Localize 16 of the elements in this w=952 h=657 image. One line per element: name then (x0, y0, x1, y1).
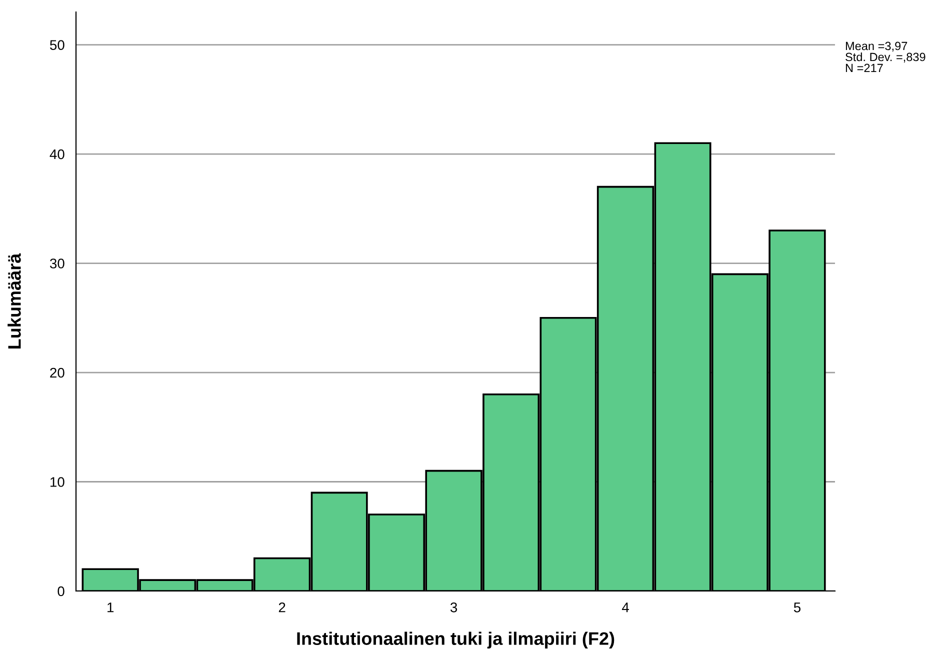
text: Mean =3,97 (846, 42, 908, 52)
y-tick-label: 0 (58, 586, 64, 596)
text: Std. Dev. =,839 (846, 52, 926, 63)
text: N =217 (846, 64, 883, 72)
y-axis-title: Lukumäärä (8, 253, 21, 348)
y-tick-label: 50 (50, 40, 64, 50)
y-tick-label: 30 (50, 258, 64, 268)
x-tick-label: 4 (622, 602, 629, 612)
x-axis-title: Institutionaalinen tuki ja ilmapiiri (F2) (297, 632, 614, 649)
x-tick-label: 5 (794, 602, 800, 612)
y-tick-label: 40 (50, 149, 64, 160)
y-tick-label: 10 (50, 477, 64, 487)
x-tick-label: 2 (278, 602, 286, 612)
x-tick-label: 3 (450, 602, 458, 612)
x-tick-label: 1 (108, 602, 114, 612)
y-tick-label: 20 (50, 368, 64, 378)
